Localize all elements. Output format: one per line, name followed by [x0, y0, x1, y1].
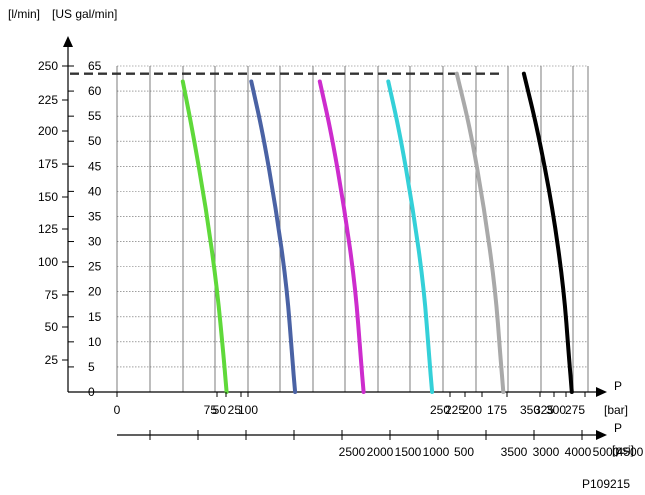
y-gal-tick-label: 55	[88, 109, 102, 123]
y-lmin-tick-label: 50	[45, 320, 59, 334]
x-bar-tick-label: 250	[430, 403, 450, 417]
x-bar-tick-label: 50	[213, 403, 227, 417]
y-gal-tick-label: 15	[88, 310, 102, 324]
y-axis-label-lmin: [l/min]	[8, 7, 40, 21]
x-psi-tick-label: 500	[454, 445, 474, 459]
y-gal-tick-label: 5	[88, 360, 95, 374]
y-gal-tick-label: 50	[88, 134, 102, 148]
x-bar-tick-label: 225	[445, 403, 465, 417]
series-line-5	[454, 71, 506, 394]
axes	[63, 36, 607, 440]
x-axis-bar-arrow	[596, 387, 607, 397]
y-gal-tick-label: 45	[88, 159, 102, 173]
y-gal-tick-label: 0	[88, 385, 95, 399]
x-psi-tick-label: 2000	[367, 445, 394, 459]
y-gal-tick-label: 40	[88, 184, 102, 198]
y-lmin-tick-label: 150	[38, 190, 58, 204]
x-axis-label-psi: P	[614, 421, 622, 435]
x-psi-tick-label: 5000	[593, 445, 620, 459]
y-axis-label-gal: [US gal/min]	[52, 7, 117, 21]
y-lmin-tick-label: 200	[38, 124, 58, 138]
x-axis-psi-arrow	[596, 430, 607, 440]
x-psi-tick-label: 4500	[617, 445, 644, 459]
x-bar-tick-label: 200	[462, 403, 482, 417]
x-psi-tick-label: 4000	[565, 445, 592, 459]
x-bar-tick-label: 350	[520, 403, 540, 417]
y-lmin-tick-label: 250	[38, 59, 58, 73]
series-line-1	[180, 79, 229, 394]
x-axis-unit-bar: [bar]	[604, 403, 628, 417]
x-axis-label-bar: P	[614, 379, 622, 393]
y-lmin-tick-label: 125	[38, 222, 58, 236]
y-gal-tick-label: 10	[88, 335, 102, 349]
series-line-2	[249, 79, 298, 394]
y-gal-tick-label: 25	[88, 260, 102, 274]
series-line-4	[386, 79, 435, 394]
x-bar-tick-label: 25	[228, 403, 242, 417]
series	[180, 71, 574, 394]
y-lmin-tick-label: 175	[38, 157, 58, 171]
x-psi-tick-label: 1500	[395, 445, 422, 459]
figure-id: P109215	[582, 477, 630, 491]
y-lmin-tick-label: 25	[45, 353, 59, 367]
y-gal-tick-label: 20	[88, 285, 102, 299]
x-psi-tick-label: 3000	[533, 445, 560, 459]
x-bar-tick-label: 275	[565, 403, 585, 417]
y-gal-tick-label: 60	[88, 84, 102, 98]
y-lmin-tick-label: 225	[38, 93, 58, 107]
y-lmin-tick-label: 100	[38, 255, 58, 269]
x-bar-tick-label: 175	[487, 403, 507, 417]
y-axis-arrow	[63, 36, 73, 47]
x-bar-tick-label: 325	[534, 403, 554, 417]
y-lmin-tick-label: 75	[45, 288, 59, 302]
x-axis-unit-psi: [psi]	[612, 443, 634, 457]
y-gal-tick-label: 30	[88, 235, 102, 249]
x-psi-tick-label: 2500	[339, 445, 366, 459]
series-line-3	[317, 79, 366, 394]
x-psi-tick-label: 3500	[501, 445, 528, 459]
x-psi-tick-label: 1000	[423, 445, 450, 459]
tick-labels: 2502252001751501251007550256560555045403…	[38, 59, 644, 459]
y-gal-tick-label: 35	[88, 209, 102, 223]
series-line-6	[521, 71, 574, 394]
x-bar-tick-label: 0	[114, 403, 121, 417]
x-bar-tick-label: 300	[546, 403, 566, 417]
y-gal-tick-label: 65	[88, 59, 102, 73]
x-bar-tick-label: 100	[238, 403, 258, 417]
x-bar-tick-label: 75	[204, 403, 218, 417]
